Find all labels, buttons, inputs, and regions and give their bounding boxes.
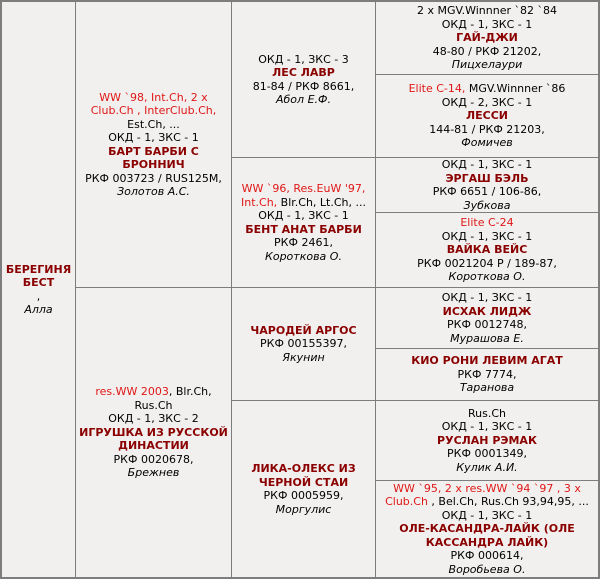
dog-reg: РКФ 000614, (450, 549, 524, 563)
dog-breeder: Короткова О. (448, 270, 526, 284)
dog-title: 2 x MGV.Winnner `82 `84 (416, 4, 557, 18)
dog-awards: ОКД - 1, ЗКС - 1 (441, 17, 533, 31)
dog-breeder: Фомичев (461, 136, 513, 150)
dog-reg: РКФ 2461, (274, 236, 333, 249)
dog-reg: РКФ 003723 / RUS125M, (85, 171, 222, 185)
dog-breeder: Зубкова (463, 198, 511, 212)
dog-name: ЛЕС ЛАВР (272, 66, 335, 79)
dog-name: ВАЙКА ВЕЙС (446, 243, 528, 257)
dog-titles: 2 x MGV.Winnner `82 `84 (417, 4, 557, 18)
dog-awards: ОКД - 1, ЗКС - 1 (441, 508, 533, 522)
dog-reg: 81-84 / РКФ 8661, (252, 79, 355, 93)
dog-reg: РКФ 6651 / 106-86, (432, 185, 542, 198)
dog-breeder: Пицхелаури (451, 58, 523, 72)
dog-breeder: Алла (24, 303, 53, 316)
pedigree-cell-subject: БЕРЕГИНЯ БЕСТ, Алла (2, 2, 76, 577)
dog-titles: Elite C-14, MGV.Winnner `86 (409, 82, 566, 96)
dog-name: БАРТ БАРБИ С БРОННИЧ (108, 144, 199, 172)
pedigree-cell-father: WW `98, Int.Ch, 2 x Club.Ch , InterClub.… (76, 2, 232, 288)
dog-name: ИГРУШКА ИЗ РУССКОЙ ДИНАСТИИ (79, 425, 228, 453)
dog-awards: ОКД - 1, ЗКС - 1 (441, 291, 533, 304)
dog-name: ГАЙ-ДЖИ (456, 31, 518, 45)
dog-breeder: Таранова (459, 381, 515, 395)
dog-reg: РКФ 0020678, (113, 452, 194, 466)
dog-awards: ОКД - 2, ЗКС - 1 (441, 95, 533, 109)
dog-titles: WW `98, Int.Ch, 2 x Club.Ch , InterClub.… (79, 91, 228, 132)
dog-title-red: WW `95, 2 x res.WW `94 `97 , 3 x Club.Ch (385, 481, 581, 509)
dog-name: ЛЕССИ (465, 109, 508, 123)
dog-title-red: Elite C-14, (408, 82, 466, 96)
dog-titles: WW `95, 2 x res.WW `94 `97 , 3 x Club.Ch… (379, 482, 595, 509)
pedigree-cell-mother-sire: ЧАРОДЕЙ АРГОС РКФ 00155397, Якунин (232, 288, 376, 401)
dog-breeder: Брежнев (127, 466, 180, 480)
dog-awards: ОКД - 1, ЗКС - 2 (108, 412, 199, 426)
dog-title: Est.Ch, ... (127, 117, 180, 131)
pedigree-cell-great-granddam-4: WW `95, 2 x res.WW `94 `97 , 3 x Club.Ch… (376, 481, 598, 577)
dog-awards: ОКД - 1, ЗКС - 1 (441, 158, 533, 171)
dog-breeder: Якунин (282, 350, 325, 364)
dog-title-red: res.WW 2003 (95, 385, 169, 399)
dog-titles: Rus.Ch (468, 407, 506, 421)
dog-name: ЧАРОДЕЙ АРГОС (250, 323, 357, 337)
dog-awards: ОКД - 1, ЗКС - 1 (108, 131, 199, 144)
pedigree-cell-great-grandsire-2: ОКД - 1, ЗКС - 1 ЭРГАШ БЭЛЬ РКФ 6651 / 106… (376, 158, 598, 213)
dog-breeder: Кулик А.И. (456, 460, 518, 474)
dog-title: Blr.Ch, Lt.Ch, ... (277, 195, 366, 209)
pedigree-cell-father-sire: ОКД - 1, ЗКС - 3 ЛЕС ЛАВР 81-84 / РКФ 8661… (232, 2, 376, 158)
dog-title: , Bel.Ch, Rus.Ch 93,94,95, ... (427, 495, 589, 509)
dog-breeder: Воробьева О. (448, 562, 526, 576)
dog-reg: РКФ 7774, (457, 367, 517, 381)
pedigree-cell-father-dam: WW `96, Res.EuW '97, Int.Ch, Blr.Ch, Lt.… (232, 158, 376, 288)
dog-breeder: Абол Е.Ф. (276, 93, 331, 106)
dog-title-red: WW `98, Int.Ch, 2 x Club.Ch , InterClub.… (90, 90, 217, 118)
dog-reg: РКФ 00155397, (260, 337, 347, 351)
dog-titles: res.WW 2003, Blr.Ch, Rus.Ch (79, 385, 228, 412)
dog-breeder: Моргулис (275, 502, 332, 516)
dog-awards: ОКД - 1, ЗКС - 1 (258, 209, 349, 222)
dog-name: БЕРЕГИНЯ БЕСТ (5, 262, 72, 290)
dog-title-red: WW `96, Res.EuW '97, Int.Ch, (240, 182, 366, 209)
dog-title: , Blr.Ch, Rus.Ch (134, 385, 212, 412)
dog-reg: РКФ 0001349, (447, 447, 527, 461)
dog-name: ЭРГАШ БЭЛЬ (445, 171, 529, 185)
pedigree-cell-great-granddam-3: КИО РОНИ ЛЕВИМ АГАТ РКФ 7774, Таранова (376, 349, 598, 401)
dog-awards: ОКД - 1, ЗКС - 1 (441, 420, 533, 434)
dog-reg: РКФ 0021204 Р / 189-87, (417, 256, 557, 270)
pedigree-cell-great-granddam-2: Elite C-24 ОКД - 1, ЗКС - 1 ВАЙКА ВЕЙС РКФ … (376, 213, 598, 288)
pedigree-cell-mother-dam: ЛИКА-ОЛЕКС ИЗ ЧЕРНОЙ СТАИ РКФ 0005959, Мор… (232, 401, 376, 577)
dog-awards: ОКД - 1, ЗКС - 3 (258, 52, 349, 66)
dog-reg: РКФ 0012748, (447, 318, 527, 331)
dog-awards: ОКД - 1, ЗКС - 1 (441, 229, 533, 243)
pedigree-cell-great-grandsire-4: Rus.Ch ОКД - 1, ЗКС - 1 РУСЛАН РЭМАК РКФ 00… (376, 401, 598, 481)
dog-reg: , (36, 289, 41, 303)
pedigree-cell-great-grandsire-3: ОКД - 1, ЗКС - 1 ИСХАК ЛИДЖ РКФ 0012748, Му… (376, 288, 598, 349)
dog-breeder: Мурашова Е. (450, 331, 524, 345)
dog-name: БЕНТ АНАТ БАРБИ (245, 222, 362, 236)
dog-name: РУСЛАН РЭМАК (437, 433, 537, 447)
dog-name: ОЛЕ-КАСАНДРА-ЛАЙК (ОЛЕ КАССАНДРА ЛАЙК) (399, 522, 575, 549)
pedigree-cell-great-granddam-1: Elite C-14, MGV.Winnner `86 ОКД - 2, ЗКС … (376, 75, 598, 158)
dog-title: Rus.Ch (467, 406, 506, 420)
dog-breeder: Золотов А.С. (117, 185, 190, 198)
pedigree-cell-mother: res.WW 2003, Blr.Ch, Rus.Ch ОКД - 1, ЗКС … (76, 288, 232, 577)
dog-reg: РКФ 0005959, (263, 489, 344, 502)
dog-reg: 48-80 / РКФ 21202, (432, 44, 542, 58)
dog-titles: WW `96, Res.EuW '97, Int.Ch, Blr.Ch, Lt.… (235, 182, 372, 209)
dog-name: КИО РОНИ ЛЕВИМ АГАТ (411, 354, 563, 368)
dog-title: MGV.Winnner `86 (465, 82, 566, 96)
dog-name: ИСХАК ЛИДЖ (442, 304, 532, 318)
dog-breeder: Короткова О. (265, 249, 342, 263)
dog-titles: Elite C-24 (460, 216, 513, 230)
dog-title-red: Elite C-24 (460, 216, 514, 230)
dog-reg: 144-81 / РКФ 21203, (429, 122, 545, 136)
dog-name: ЛИКА-ОЛЕКС ИЗ ЧЕРНОЙ СТАИ (251, 462, 356, 489)
